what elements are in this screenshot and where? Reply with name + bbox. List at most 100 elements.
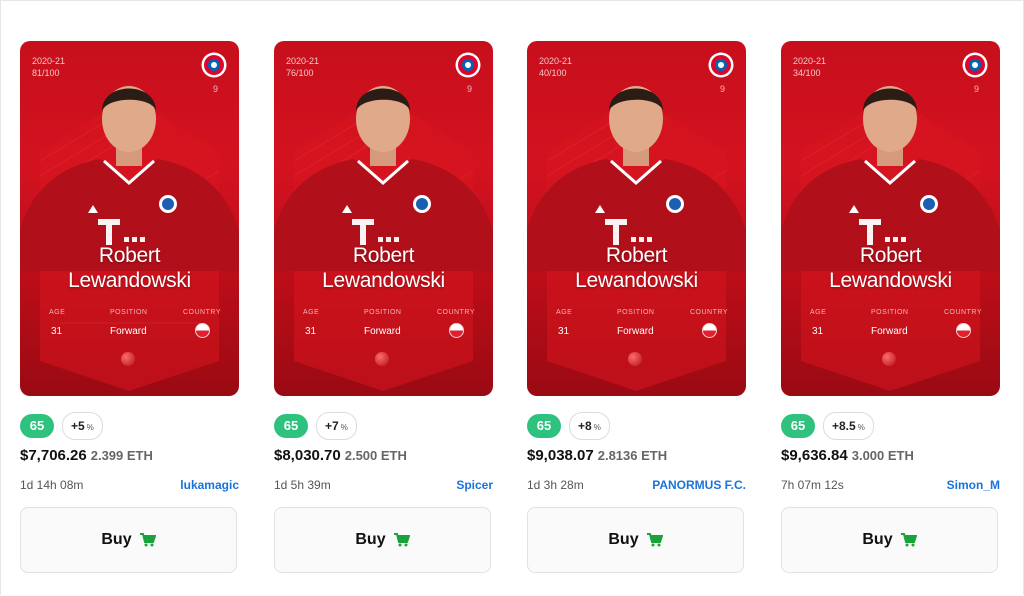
buy-button[interactable]: Buy: [781, 507, 998, 573]
ball-icon: [375, 352, 389, 366]
club-crest-icon: [201, 52, 227, 78]
shopping-cart-icon: [646, 533, 663, 547]
season-label: 2020-21: [793, 56, 827, 66]
serial-number: 81/100: [32, 68, 60, 78]
player-photo: [781, 86, 1000, 391]
time-left: 1d 5h 39m: [274, 478, 331, 492]
country-label: COUNTRY: [183, 309, 221, 316]
price-eth: 2.8136 ETH: [597, 448, 668, 463]
buy-button[interactable]: Buy: [20, 507, 237, 573]
player-photo: [527, 86, 746, 391]
bonus-badge: +8.5%: [823, 412, 874, 440]
price-usd: $9,636.84: [781, 447, 848, 464]
bonus-unit: %: [340, 423, 348, 432]
country-label: COUNTRY: [437, 309, 475, 316]
serial-number: 40/100: [539, 68, 567, 78]
price-eth: 3.000 ETH: [851, 448, 914, 463]
score-badge: 65: [781, 414, 815, 438]
position-value: Forward: [110, 326, 147, 337]
country-label: COUNTRY: [690, 309, 728, 316]
shopping-cart-icon: [900, 533, 917, 547]
ball-icon: [882, 352, 896, 366]
age-label: AGE: [810, 309, 827, 316]
price: $8,030.70 2.500 ETH: [274, 447, 407, 464]
buy-label: Buy: [608, 531, 639, 548]
position-label: POSITION: [364, 309, 402, 316]
bonus-value: +5: [71, 419, 85, 433]
player-card[interactable]: 2020-21 34/100 9 Robert Lewandowski AGE …: [781, 41, 1000, 396]
listing-column: 2020-21 76/100 9 Robert Lewandowski AGE …: [274, 0, 494, 596]
bonus-unit: %: [857, 423, 865, 432]
serial-number: 76/100: [286, 68, 314, 78]
age-label: AGE: [49, 309, 66, 316]
position-label: POSITION: [617, 309, 655, 316]
bonus-value: +8.5: [832, 419, 856, 433]
position-value: Forward: [617, 326, 654, 337]
serial-number: 34/100: [793, 68, 821, 78]
buy-label: Buy: [862, 531, 893, 548]
player-photo: [274, 86, 493, 391]
player-photo: [20, 86, 239, 391]
price: $7,706.26 2.399 ETH: [20, 447, 153, 464]
buy-label: Buy: [101, 531, 132, 548]
seller-link[interactable]: Spicer: [456, 478, 493, 492]
listing-column: 2020-21 40/100 9 Robert Lewandowski AGE …: [527, 0, 747, 596]
time-left: 7h 07m 12s: [781, 478, 844, 492]
time-left: 1d 14h 08m: [20, 478, 84, 492]
buy-button[interactable]: Buy: [527, 507, 744, 573]
bonus-badge: +5%: [62, 412, 103, 440]
country-flag-icon: [449, 323, 464, 338]
shirt-number: 9: [466, 84, 472, 94]
bonus-unit: %: [593, 423, 601, 432]
shopping-cart-icon: [393, 533, 410, 547]
position-value: Forward: [871, 326, 908, 337]
age-label: AGE: [303, 309, 320, 316]
season-label: 2020-21: [539, 56, 573, 66]
price: $9,038.07 2.8136 ETH: [527, 447, 667, 464]
score-badge: 65: [20, 414, 54, 438]
player-card[interactable]: 2020-21 40/100 9 Robert Lewandowski AGE …: [527, 41, 746, 396]
player-last-name: Lewandowski: [575, 269, 698, 292]
price-eth: 2.399 ETH: [90, 448, 153, 463]
buy-label: Buy: [355, 531, 386, 548]
time-left: 1d 3h 28m: [527, 478, 584, 492]
price-usd: $8,030.70: [274, 447, 341, 464]
player-card[interactable]: 2020-21 76/100 9 Robert Lewandowski AGE …: [274, 41, 493, 396]
country-label: COUNTRY: [944, 309, 982, 316]
player-first-name: Robert: [98, 244, 161, 267]
country-flag-icon: [702, 323, 717, 338]
position-value: Forward: [364, 326, 401, 337]
player-first-name: Robert: [859, 244, 922, 267]
seller-link[interactable]: Simon_M: [946, 478, 1000, 492]
seller-link[interactable]: lukamagic: [180, 478, 239, 492]
shirt-number: 9: [719, 84, 725, 94]
player-card[interactable]: 2020-21 81/100 9 Robert Lewandowski AGE …: [20, 41, 239, 396]
score-badge: 65: [274, 414, 308, 438]
shirt-number: 9: [973, 84, 979, 94]
shirt-number: 9: [212, 84, 218, 94]
bonus-unit: %: [86, 423, 94, 432]
score-badge: 65: [527, 414, 561, 438]
player-last-name: Lewandowski: [322, 269, 445, 292]
shopping-cart-icon: [139, 533, 156, 547]
age-label: AGE: [556, 309, 573, 316]
country-flag-icon: [956, 323, 971, 338]
position-label: POSITION: [110, 309, 148, 316]
country-flag-icon: [195, 323, 210, 338]
buy-button[interactable]: Buy: [274, 507, 491, 573]
club-crest-icon: [455, 52, 481, 78]
age-value: 31: [558, 326, 570, 337]
player-last-name: Lewandowski: [829, 269, 952, 292]
price-eth: 2.500 ETH: [344, 448, 407, 463]
price-usd: $9,038.07: [527, 447, 594, 464]
age-value: 31: [51, 326, 63, 337]
player-first-name: Robert: [605, 244, 668, 267]
age-value: 31: [812, 326, 824, 337]
player-last-name: Lewandowski: [68, 269, 191, 292]
seller-link[interactable]: PANORMUS F.C.: [652, 478, 746, 492]
club-crest-icon: [962, 52, 988, 78]
age-value: 31: [305, 326, 317, 337]
ball-icon: [121, 352, 135, 366]
listing-column: 2020-21 34/100 9 Robert Lewandowski AGE …: [781, 0, 1001, 596]
